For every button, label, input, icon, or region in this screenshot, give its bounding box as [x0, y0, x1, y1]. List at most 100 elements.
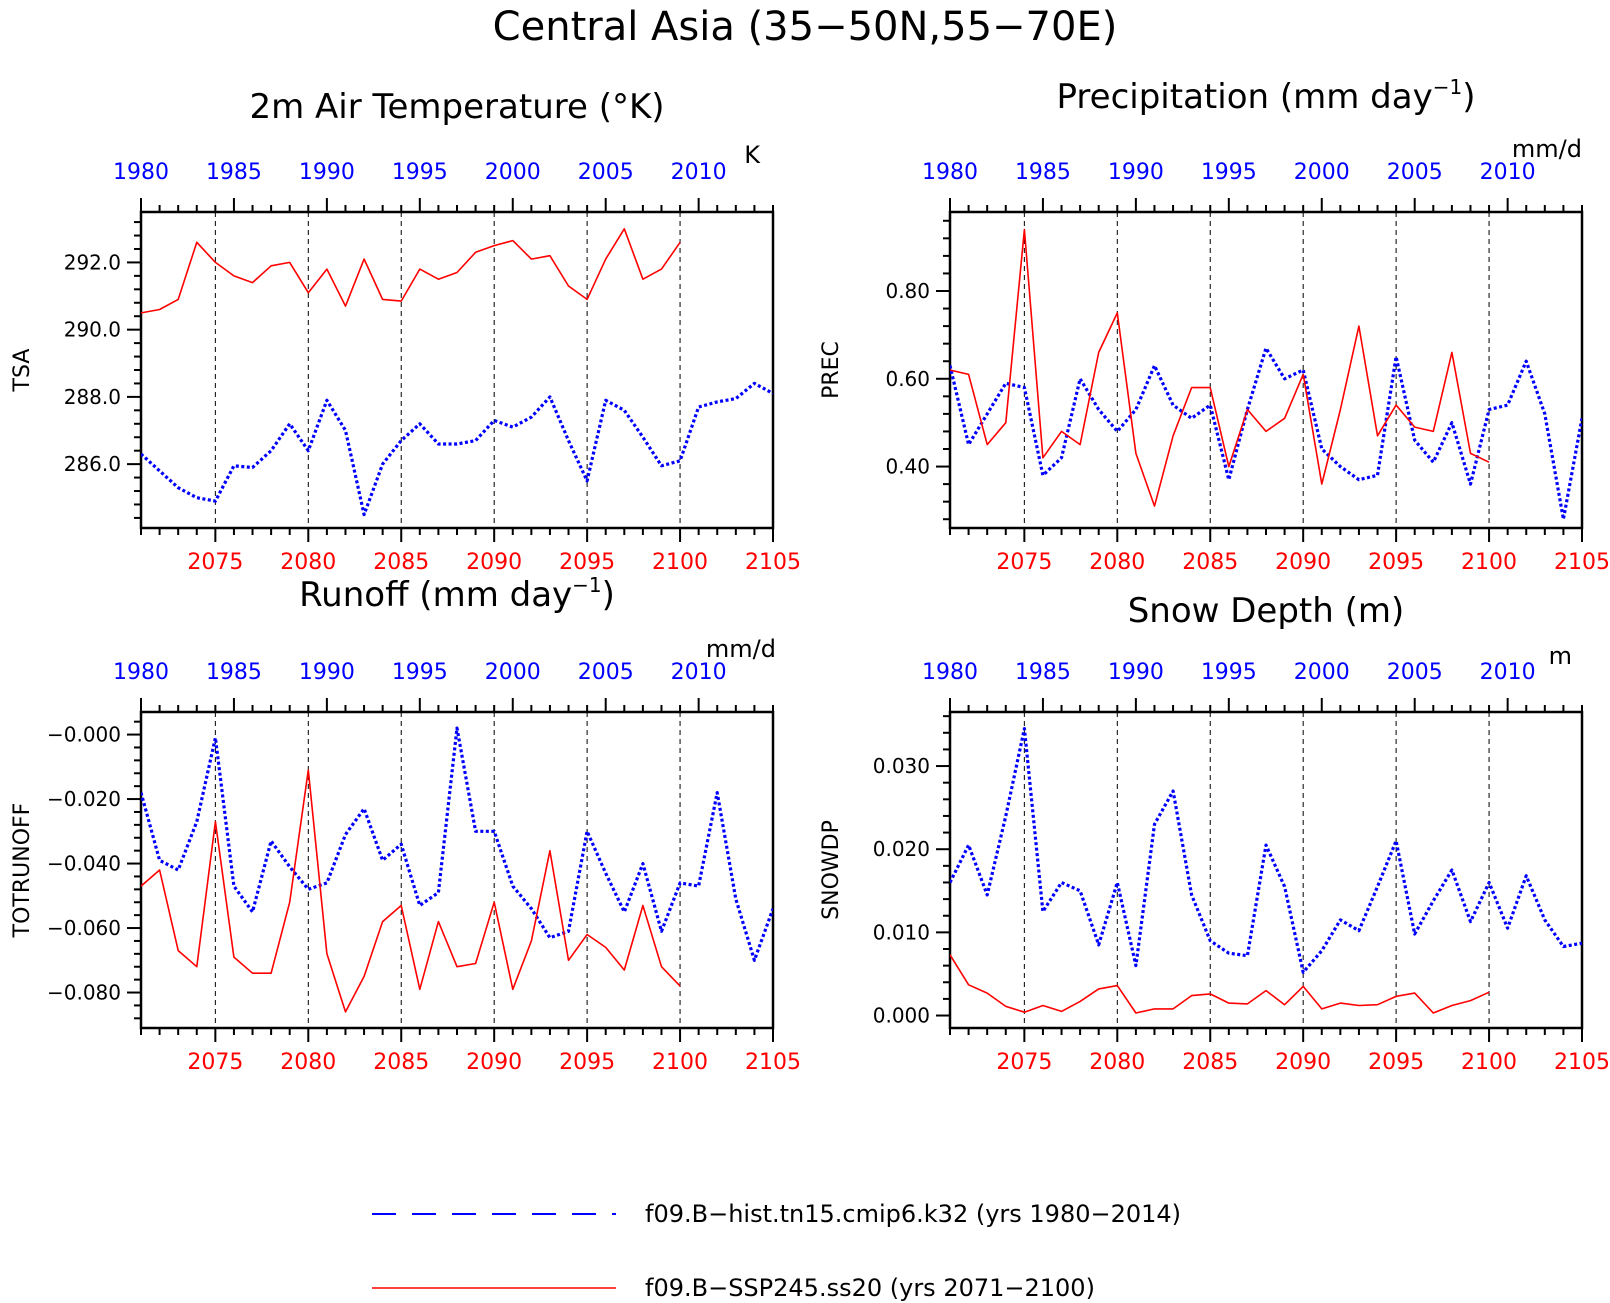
legend: f09.B−hist.tn15.cmip6.k32 (yrs 1980−2014…	[372, 1200, 1181, 1302]
top-tick-label: 1995	[1201, 660, 1257, 685]
top-tick-label: 1980	[113, 160, 169, 185]
y-tick-label: 0.40	[885, 455, 930, 479]
plot-frame	[139, 710, 775, 1030]
y-tick-label: −0.080	[47, 981, 121, 1005]
plot-frame	[139, 210, 775, 530]
chart-panel-1: 2m Air Temperature (°K) K TSA 1980 1985 1990 1…	[10, 87, 801, 575]
bottom-tick-label: 2095	[559, 1050, 615, 1075]
y-tick-label: 288.0	[64, 385, 121, 409]
bottom-tick-label: 2095	[1368, 1050, 1424, 1075]
top-tick-label: 2000	[1294, 660, 1350, 685]
y-axis-label: SNOWDP	[819, 820, 844, 920]
series-hist-line	[141, 726, 773, 962]
series-hist-line	[141, 381, 773, 517]
top-tick-label: 1990	[299, 160, 355, 185]
bottom-tick-label: 2085	[373, 1050, 429, 1075]
top-tick-label: 1985	[206, 160, 262, 185]
bottom-tick-label: 2100	[652, 1050, 708, 1075]
units-label: K	[744, 141, 761, 169]
y-tick-label: −0.000	[47, 723, 121, 747]
panel-title: Snow Depth (m)	[1128, 591, 1405, 631]
y-tick-label: −0.060	[47, 916, 121, 940]
top-tick-label: 2000	[1294, 160, 1350, 185]
bottom-tick-label: 2080	[280, 550, 336, 575]
bottom-tick-label: 2100	[1461, 550, 1517, 575]
bottom-tick-label: 2090	[466, 1050, 522, 1075]
bottom-tick-label: 2105	[1554, 1050, 1610, 1075]
units-label: m	[1549, 642, 1572, 670]
bottom-tick-label: 2105	[1554, 550, 1610, 575]
bottom-tick-label: 2075	[187, 550, 243, 575]
y-axis-label: PREC	[819, 341, 844, 399]
bottom-tick-label: 2105	[745, 550, 801, 575]
top-tick-label: 1990	[1108, 660, 1164, 685]
bottom-tick-label: 2095	[1368, 550, 1424, 575]
bottom-tick-label: 2080	[1089, 550, 1145, 575]
plot-frame	[948, 210, 1584, 530]
y-tick-label: 0.000	[873, 1004, 930, 1028]
chart-panel-2: Precipitation (mm day−1) mm/d PREC 1980 1985…	[819, 75, 1610, 575]
y-tick-label: −0.040	[47, 852, 121, 876]
y-tick-label: 0.020	[873, 837, 930, 861]
bottom-tick-label: 2080	[1089, 1050, 1145, 1075]
bottom-tick-label: 2105	[745, 1050, 801, 1075]
y-tick-label: 290.0	[64, 318, 121, 342]
top-tick-label: 1990	[1108, 160, 1164, 185]
top-tick-label: 1980	[922, 660, 978, 685]
series-ssp-line	[950, 954, 1490, 1014]
top-tick-label: 2010	[1480, 160, 1536, 185]
top-tick-label: 2010	[671, 160, 727, 185]
panel-title: Precipitation (mm day−1)	[1057, 75, 1476, 117]
top-tick-label: 2000	[485, 160, 541, 185]
units-label: mm/d	[706, 635, 776, 663]
panels: 2m Air Temperature (°K) K TSA 1980 1985 1990 1…	[10, 75, 1610, 1075]
y-tick-label: 0.80	[885, 279, 930, 303]
bottom-tick-label: 2100	[652, 550, 708, 575]
top-tick-label: 1985	[1015, 660, 1071, 685]
bottom-tick-label: 2075	[996, 1050, 1052, 1075]
series-ssp-line	[141, 769, 681, 1013]
bottom-tick-label: 2090	[466, 550, 522, 575]
chart-panel-4: Snow Depth (m) m SNOWDP 1980 1985 1990 1995 200…	[819, 591, 1610, 1075]
top-tick-label: 2005	[1387, 660, 1443, 685]
y-tick-label: 0.030	[873, 754, 930, 778]
figure-title: Central Asia (35−50N,55−70E)	[493, 4, 1118, 50]
legend-hist-label: f09.B−hist.tn15.cmip6.k32 (yrs 1980−2014…	[645, 1200, 1181, 1228]
bottom-tick-label: 2085	[1182, 550, 1238, 575]
units-label: mm/d	[1512, 135, 1582, 163]
plot-frame	[948, 710, 1584, 1030]
bottom-tick-label: 2080	[280, 1050, 336, 1075]
panel-title: Runoff (mm day−1)	[299, 573, 615, 615]
chart-panel-3: Runoff (mm day−1) mm/d TOTRUNOFF 1980 1985 19…	[10, 573, 801, 1075]
bottom-tick-label: 2090	[1275, 1050, 1331, 1075]
bottom-tick-label: 2075	[996, 550, 1052, 575]
y-tick-label: 0.010	[873, 920, 930, 944]
y-tick-label: 0.60	[885, 367, 930, 391]
top-tick-label: 2005	[578, 660, 634, 685]
top-tick-label: 1995	[392, 660, 448, 685]
y-tick-label: 292.0	[64, 250, 121, 274]
top-tick-label: 1980	[113, 660, 169, 685]
y-axis-label: TSA	[10, 349, 35, 393]
series-ssp-line	[950, 228, 1490, 507]
y-axis-label: TOTRUNOFF	[10, 803, 35, 939]
top-tick-label: 1995	[1201, 160, 1257, 185]
y-tick-label: 286.0	[64, 452, 121, 476]
series-hist-line	[950, 346, 1582, 521]
top-tick-label: 2010	[1480, 660, 1536, 685]
bottom-tick-label: 2085	[373, 550, 429, 575]
series-hist-line	[950, 726, 1582, 974]
top-tick-label: 2000	[485, 660, 541, 685]
panel-title: 2m Air Temperature (°K)	[249, 87, 664, 127]
bottom-tick-label: 2075	[187, 1050, 243, 1075]
legend-ssp-label: f09.B−SSP245.ss20 (yrs 2071−2100)	[645, 1274, 1095, 1302]
bottom-tick-label: 2085	[1182, 1050, 1238, 1075]
bottom-tick-label: 2100	[1461, 1050, 1517, 1075]
top-tick-label: 1985	[1015, 160, 1071, 185]
bottom-tick-label: 2095	[559, 550, 615, 575]
top-tick-label: 1990	[299, 660, 355, 685]
top-tick-label: 1985	[206, 660, 262, 685]
top-tick-label: 1980	[922, 160, 978, 185]
y-tick-label: −0.020	[47, 787, 121, 811]
